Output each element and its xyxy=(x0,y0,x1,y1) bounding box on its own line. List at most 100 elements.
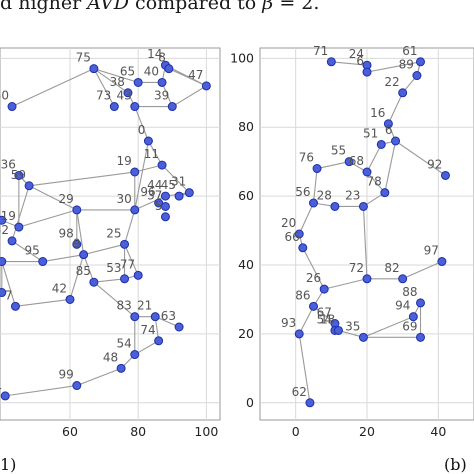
right-node-label: 68 xyxy=(349,154,364,168)
left-graph-node xyxy=(184,188,194,198)
right-graph-node xyxy=(416,298,425,308)
left-node-label: 31 xyxy=(171,175,186,189)
right-node-label: 67 xyxy=(317,306,332,320)
left-graph-edge xyxy=(134,340,159,356)
right-graph-edge xyxy=(298,202,314,235)
left-graph-edge xyxy=(93,68,129,94)
left-node-label: 77 xyxy=(120,257,135,271)
left-node-label: 42 xyxy=(52,281,67,295)
right-x-tick-label: 40 xyxy=(430,424,446,439)
left-graph-node xyxy=(174,191,184,201)
left-graph-edge xyxy=(93,278,125,283)
right-node-label: 82 xyxy=(384,261,399,275)
right-graph-node xyxy=(398,88,408,98)
left-node-label: 7 xyxy=(5,288,13,302)
left-graph-node xyxy=(7,236,17,246)
right-graph-node xyxy=(305,398,315,408)
right-graph-node xyxy=(398,274,408,284)
right-node-label: 78 xyxy=(367,175,382,189)
right-y-tick-label: 60 xyxy=(238,188,254,203)
left-graph-node xyxy=(164,64,174,74)
left-node-label: 37 xyxy=(147,188,162,202)
left-node-label: 63 xyxy=(161,309,176,323)
left-graph-edge xyxy=(69,254,85,300)
left-x-tick-label: 60 xyxy=(62,424,78,439)
left-graph-edge xyxy=(76,209,85,255)
right-node-label: 51 xyxy=(363,126,378,140)
left-graph-node xyxy=(120,274,130,284)
left-node-label: 36 xyxy=(1,157,16,171)
left-graph-edge xyxy=(134,140,149,210)
right-node-label: 71 xyxy=(313,44,328,58)
left-node-label: 73 xyxy=(96,89,111,103)
right-graph-node xyxy=(298,243,308,253)
right-graph-node xyxy=(362,274,372,284)
right-graph-edge xyxy=(402,261,443,280)
left-node-label: 30 xyxy=(116,192,131,206)
left-graph-edge xyxy=(11,240,44,263)
right-graph-node xyxy=(416,332,425,342)
left-node-label: 74 xyxy=(140,323,155,337)
right-graph-node xyxy=(309,301,318,311)
right-node-label: 23 xyxy=(345,188,360,202)
left-graph-node xyxy=(79,250,89,260)
left-graph-node xyxy=(65,294,75,304)
left-graph-node xyxy=(123,88,133,98)
right-node-label: 26 xyxy=(306,271,321,285)
right-graph-edge xyxy=(313,305,336,324)
right-node-label: 22 xyxy=(384,75,399,89)
right-graph-edge xyxy=(384,140,397,193)
left-node-label: 83 xyxy=(116,299,131,313)
left-graph-node xyxy=(0,391,10,401)
right-graph-node xyxy=(383,119,393,129)
left-node-label: 14 xyxy=(147,47,162,61)
left-graph-edge xyxy=(168,68,207,87)
left-graph-edge xyxy=(147,140,163,166)
left-node-label: 29 xyxy=(59,192,74,206)
right-graph-edge xyxy=(312,168,318,204)
left-plot-frame xyxy=(0,47,221,421)
right-node-label: 93 xyxy=(281,316,296,330)
left-node-label: 1 xyxy=(0,378,2,392)
left-node-label: 95 xyxy=(24,244,39,258)
left-graph-node xyxy=(157,77,167,87)
right-graph-node xyxy=(380,188,390,198)
left-graph-edge xyxy=(171,85,207,108)
left-graph-node xyxy=(14,222,24,232)
left-graph-edge xyxy=(42,254,84,263)
right-graph-node xyxy=(326,57,336,67)
left-node-label: 45 xyxy=(161,178,176,192)
left-graph-node xyxy=(7,102,17,112)
right-node-label: 97 xyxy=(424,244,439,258)
left-graph-node xyxy=(174,322,184,332)
left-node-label: 47 xyxy=(188,68,203,82)
right-node-label: 72 xyxy=(349,261,364,275)
right-graph-node xyxy=(319,284,329,294)
left-graph-node xyxy=(154,336,164,346)
left-graph-node xyxy=(0,215,7,225)
right-graph-edge xyxy=(302,247,325,290)
left-graph-node xyxy=(160,191,170,201)
right-node-label: 13 xyxy=(320,312,335,326)
right-graph-edge xyxy=(324,278,368,290)
right-node-label: 24 xyxy=(349,47,364,61)
left-node-label: 98 xyxy=(59,226,74,240)
left-graph-edge xyxy=(1,261,16,307)
left-graph-node xyxy=(38,257,48,267)
right-graph-node xyxy=(362,167,372,177)
left-x-tick-label: 100 xyxy=(194,424,218,439)
right-y-tick-label: 20 xyxy=(238,326,254,341)
left-node-label: 9 xyxy=(73,237,81,251)
left-node-label: 0 xyxy=(138,123,146,137)
left-node-label: 96 xyxy=(140,185,155,199)
left-graph-node xyxy=(24,181,34,191)
left-node-label: 5 xyxy=(155,199,163,213)
left-graph-edge xyxy=(83,254,95,283)
right-graph-node xyxy=(312,164,322,174)
left-graph-edge xyxy=(124,209,136,245)
left-graph-node xyxy=(130,350,140,360)
right-graph-node xyxy=(437,257,447,267)
left-graph-node xyxy=(130,312,140,322)
